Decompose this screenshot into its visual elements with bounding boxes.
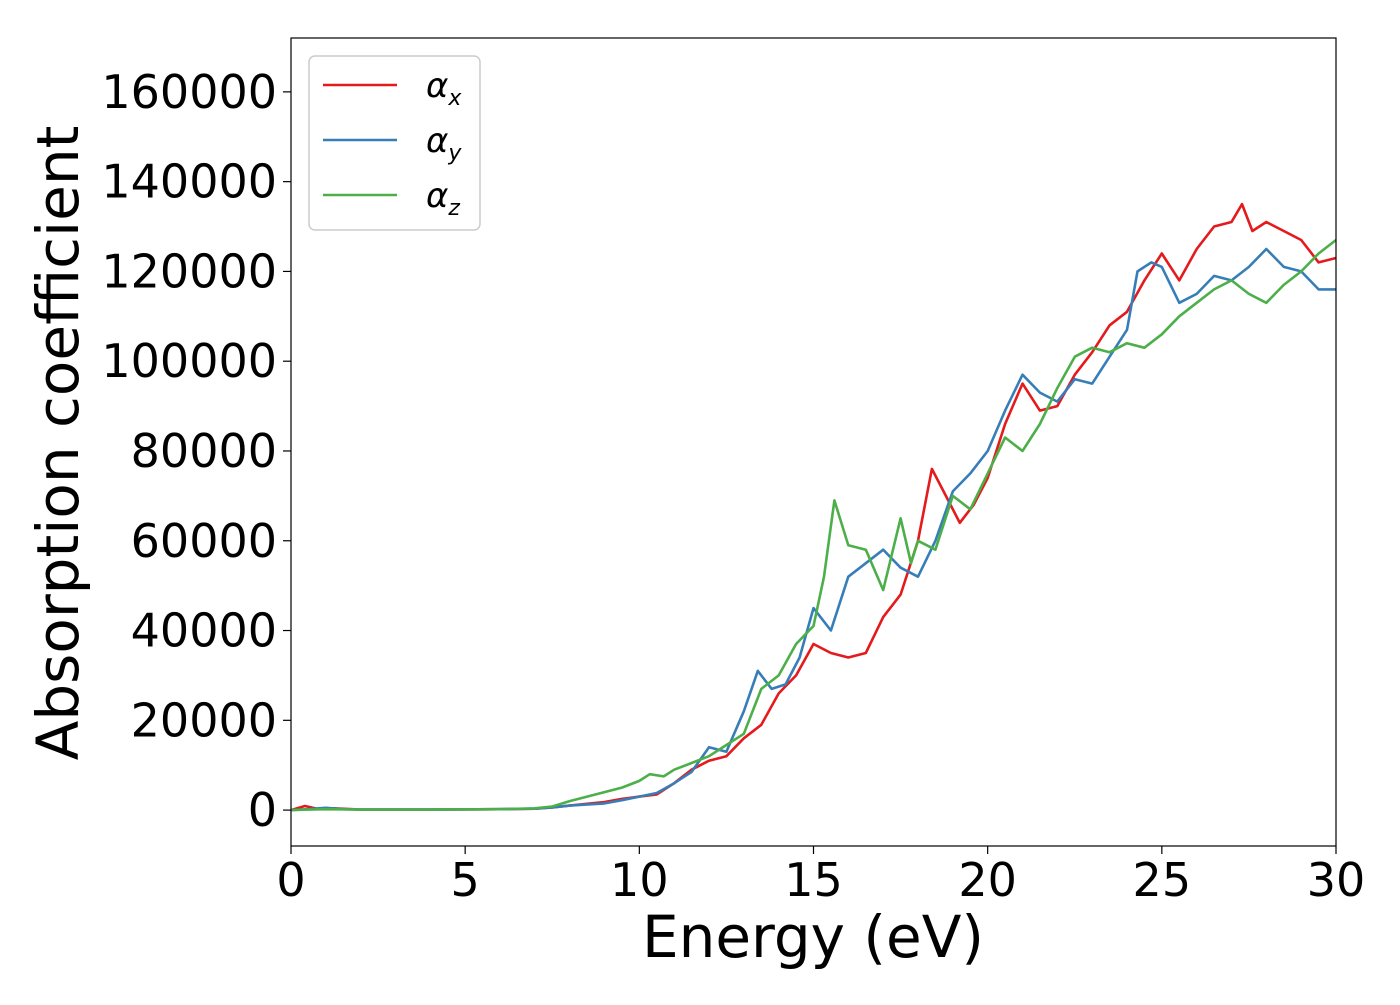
y-tick-label: 0 [248,783,277,837]
x-tick-label: 15 [784,853,843,907]
y-tick-label: 120000 [101,244,277,298]
legend-box [308,55,481,231]
y-tick-label: 60000 [131,514,277,568]
x-tick-label: 25 [1133,853,1192,907]
y-tick-label: 140000 [101,155,277,209]
x-tick-label: 10 [610,853,669,907]
series-line-z [290,238,1337,812]
y-tick-label: 160000 [101,65,277,119]
x-tick-label: 30 [1307,853,1366,907]
series-line-y [290,247,1336,812]
y-tick-label: 40000 [131,604,277,658]
y-tick-label: 20000 [131,693,277,747]
series-line-x [290,202,1337,812]
y-axis-title: Absorption coefficient [24,126,92,761]
x-tick-label: 0 [276,853,305,907]
x-tick-label: 5 [451,853,480,907]
legend-label-subscript: x [447,86,462,111]
series-group [290,202,1337,812]
legend-label-subscript: z [447,196,460,221]
legend-item-y: αy [323,121,462,166]
y-tick-label: 100000 [101,334,277,388]
x-axis-title: Energy (eV) [642,903,984,971]
legend-label-subscript: y [447,141,462,166]
x-tick-label: 20 [958,853,1017,907]
y-tick-label: 80000 [131,424,277,478]
